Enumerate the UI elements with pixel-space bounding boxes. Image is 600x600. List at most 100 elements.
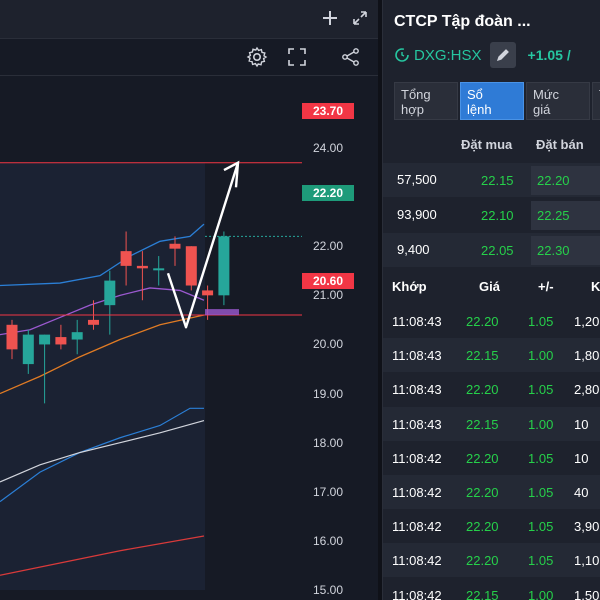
signal-marker xyxy=(205,309,239,316)
time-header: Khớp xyxy=(392,279,427,294)
candle-body xyxy=(153,268,165,271)
lower-band-line xyxy=(0,407,204,503)
trade-time: 11:08:42 xyxy=(392,587,442,600)
sell-header: Đặt bán xyxy=(536,137,584,152)
candle-body xyxy=(185,246,197,286)
trade-price: 22.20 xyxy=(466,314,499,329)
trade-price: 22.20 xyxy=(466,450,499,466)
chart-topbar xyxy=(0,0,378,38)
panel-divider[interactable] xyxy=(378,0,382,600)
candle-body xyxy=(218,236,230,296)
trade-time: 11:08:42 xyxy=(392,553,442,569)
trade-change: 1.05 xyxy=(528,519,554,535)
orderbook-row: 9,400 22.05 22.30 xyxy=(383,233,600,267)
resistance-price-label: 23.70 xyxy=(302,103,354,119)
candle-body xyxy=(136,265,148,269)
candle-body xyxy=(169,243,181,249)
trade-time: 11:08:42 xyxy=(392,485,442,500)
tab-summary[interactable]: Tổng hợp xyxy=(394,82,458,120)
trade-volume: 1,80 xyxy=(574,348,600,364)
candle-body xyxy=(22,334,34,365)
tab-more[interactable]: T xyxy=(592,82,600,120)
orderbook-volume: 93,900 xyxy=(397,207,437,222)
trade-change: 1.00 xyxy=(528,348,554,364)
candle-body xyxy=(39,334,51,345)
price-axis-label: 20.00 xyxy=(312,337,344,352)
ask-price[interactable]: 22.25 xyxy=(531,201,600,230)
tab-label: Sổ lệnh xyxy=(467,87,492,117)
trade-row: 11:08:42 22.15 1.00 1,50 xyxy=(383,577,600,600)
trade-time: 11:08:43 xyxy=(392,348,442,364)
trade-row: 11:08:43 22.20 1.05 1,20 xyxy=(383,304,600,338)
tab-orderbook[interactable]: Sổ lệnh xyxy=(460,82,524,120)
trade-volume: 10 xyxy=(574,450,589,466)
price-header: Giá xyxy=(479,279,500,294)
candle-body xyxy=(104,280,116,306)
pencil-icon xyxy=(496,48,510,62)
price-axis-label: 15.00 xyxy=(312,583,344,597)
candle-body xyxy=(120,251,132,266)
edit-button[interactable] xyxy=(489,42,516,68)
orderbook-volume: 9,400 xyxy=(397,242,430,257)
trade-price: 22.20 xyxy=(466,485,499,500)
trade-volume: 10 xyxy=(574,416,589,432)
refresh-icon[interactable] xyxy=(394,47,410,63)
price-axis-label: 17.00 xyxy=(312,484,344,499)
trade-change: 1.05 xyxy=(528,382,554,398)
price-axis-label: 19.00 xyxy=(312,386,344,401)
trade-time: 11:08:43 xyxy=(392,314,442,329)
trade-volume: 1,50 xyxy=(574,587,600,600)
ticker-symbol[interactable]: DXG:HSX xyxy=(414,46,482,64)
company-name: CTCP Tập đoàn ... xyxy=(394,13,531,30)
tab-label: Tổng hợp xyxy=(401,87,431,117)
trade-volume: 3,90 xyxy=(574,519,600,535)
range-shading xyxy=(0,162,205,590)
ma-very-long-line xyxy=(0,535,205,576)
tab-label: Mức giá xyxy=(533,87,560,117)
chart-toolbar xyxy=(0,38,378,76)
price-axis-label: 21.00 xyxy=(312,288,344,303)
bid-price[interactable]: 22.10 xyxy=(481,208,514,223)
support-price-label: 20.60 xyxy=(302,273,354,289)
trade-change: 1.05 xyxy=(528,553,554,569)
ticker-row: DXG:HSX +1.05 / xyxy=(394,42,571,68)
trade-price: 22.15 xyxy=(466,587,499,600)
candle-body xyxy=(55,337,67,345)
trade-price: 22.15 xyxy=(466,348,499,364)
ask-price[interactable]: 22.30 xyxy=(531,236,600,265)
trade-change: 1.05 xyxy=(528,485,554,500)
stock-detail-panel: CTCP Tập đoàn ... DXG:HSX +1.05 / Tổng h… xyxy=(382,0,600,600)
candle-body xyxy=(6,324,18,350)
plus-icon[interactable] xyxy=(318,6,342,30)
trade-price: 22.20 xyxy=(466,553,499,569)
trade-row: 11:08:42 22.20 1.05 10 xyxy=(383,440,600,475)
price-axis-label: 16.00 xyxy=(312,533,344,548)
price-axis-label: 18.00 xyxy=(312,435,344,450)
last-price-label: 22.20 xyxy=(302,185,354,201)
trade-time: 11:08:42 xyxy=(392,519,442,535)
tab-price-levels[interactable]: Mức giá xyxy=(526,82,590,120)
trade-row: 11:08:42 22.20 1.05 3,90 xyxy=(383,509,600,544)
fullscreen-icon[interactable] xyxy=(284,44,310,70)
bid-price[interactable]: 22.15 xyxy=(481,173,514,188)
volume-header: K xyxy=(591,279,600,294)
expand-icon[interactable] xyxy=(348,6,372,30)
trade-change: 1.05 xyxy=(528,314,554,329)
share-icon[interactable] xyxy=(338,44,364,70)
candle-body xyxy=(202,290,214,296)
ma-mid-line xyxy=(0,419,205,483)
trade-time: 11:08:43 xyxy=(392,382,442,398)
trade-row: 11:08:42 22.20 1.05 40 xyxy=(383,475,600,509)
gear-icon[interactable] xyxy=(244,44,270,70)
arrow-head-icon xyxy=(223,160,240,188)
price-chart[interactable] xyxy=(0,77,378,600)
annotation-arrow xyxy=(166,162,240,329)
trade-price: 22.20 xyxy=(466,519,499,535)
price-axis-label: 24.00 xyxy=(312,141,344,155)
trade-price: 22.15 xyxy=(466,416,499,432)
trade-row: 11:08:43 22.15 1.00 1,80 xyxy=(383,338,600,373)
chart-panel[interactable]: 24.0023.0022.0021.0020.0019.0018.0017.00… xyxy=(0,0,378,600)
ask-price[interactable]: 22.20 xyxy=(531,166,600,195)
bid-price[interactable]: 22.05 xyxy=(481,243,514,258)
tab-bar: Tổng hợp Sổ lệnh Mức giá T xyxy=(394,82,600,120)
